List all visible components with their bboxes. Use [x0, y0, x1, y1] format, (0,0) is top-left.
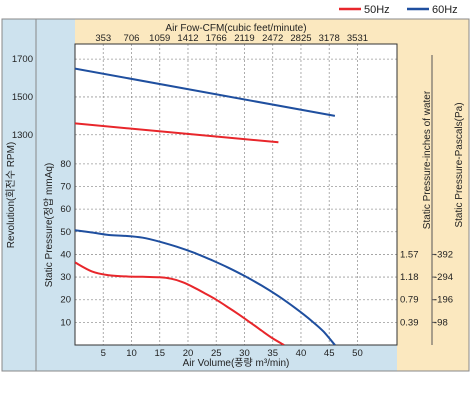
pressure-tick-label: 30 [60, 272, 71, 283]
pressure-tick-label: 60 [60, 204, 71, 215]
top-axis-band [75, 19, 397, 44]
rpm-axis-label: Revolution(회전수 RPM) [5, 142, 17, 249]
pressure-tick-label: 40 [60, 249, 71, 260]
pascal-tick-label: -196 [434, 295, 453, 306]
rpm-tick-label: 1700 [12, 54, 33, 65]
tick-labels: 5 10 15 20 25 30 35 40 45 50 353 706 1059 1412 1766 211… [12, 33, 453, 359]
top-axis-label: Air Fow-CFM(cubic feet/minute) [165, 23, 306, 34]
cfm-tick-label: 353 [95, 33, 111, 44]
bottom-axis-band [75, 345, 397, 371]
x-tick-label: 5 [101, 348, 106, 359]
x-axis-label: Air Volume(풍량 m³/min) [183, 357, 290, 369]
water-tick-label: 0.79 [400, 295, 419, 306]
x-tick-label: 15 [154, 348, 165, 359]
pressure-tick-label: 10 [60, 317, 71, 328]
right-axis-band [397, 19, 469, 371]
x-tick-label: 40 [296, 348, 307, 359]
cfm-tick-label: 706 [124, 33, 140, 44]
pascal-tick-label: -392 [434, 249, 453, 260]
x-tick-label: 25 [211, 348, 222, 359]
pressure-tick-label: 50 [60, 227, 71, 238]
legend-label-50hz: 50Hz [364, 4, 390, 16]
water-tick-label: 1.18 [400, 272, 419, 283]
series-rpm-60hz-line [75, 67, 336, 117]
pressure-tick-label: 20 [60, 295, 71, 306]
rpm-tick-label: 1500 [12, 92, 33, 103]
x-tick-label: 10 [126, 348, 137, 359]
cfm-tick-label: 2825 [290, 33, 311, 44]
x-tick-label: 30 [239, 348, 250, 359]
pressure-tick-label: 70 [60, 181, 71, 192]
series-layer [75, 67, 336, 345]
outer-frame [1, 18, 470, 372]
series-rpm-50hz-line [75, 122, 279, 144]
x-tick-label: 50 [352, 348, 363, 359]
left-axis-band [2, 19, 75, 371]
x-tick-label: 45 [324, 348, 335, 359]
plot-border [74, 43, 398, 346]
grid [75, 44, 397, 345]
series-pressure-50hz-line [75, 261, 285, 345]
cfm-tick-label: 1059 [149, 33, 170, 44]
cfm-tick-label: 3178 [319, 33, 340, 44]
water-tick-label: 0.39 [400, 317, 419, 328]
pascal-axis-label: Static Pressure-Pascals(Pa) [454, 102, 465, 227]
series-pressure-60hz-line [75, 229, 336, 345]
pascal-tick-label: -98 [434, 317, 448, 328]
water-tick-label: 1.57 [400, 249, 419, 260]
legend-label-60hz: 60Hz [432, 4, 458, 16]
pascal-tick-label: -294 [434, 272, 453, 283]
cfm-tick-label: 1412 [177, 33, 198, 44]
pressure-tick-label: 80 [60, 159, 71, 170]
x-tick-label: 20 [183, 348, 194, 359]
x-tick-label: 35 [267, 348, 278, 359]
water-axis-label: Static Pressure-inches of water [422, 90, 433, 229]
rpm-tick-label: 1300 [12, 130, 33, 141]
cfm-tick-label: 2119 [234, 33, 254, 44]
cfm-tick-label: 2472 [262, 33, 283, 44]
cfm-tick-label: 3531 [347, 33, 368, 44]
legend: 50Hz 60Hz [339, 4, 458, 16]
cfm-tick-label: 1766 [206, 33, 227, 44]
pressure-axis-label: Static Pressure(정압 mmAq) [42, 163, 55, 288]
